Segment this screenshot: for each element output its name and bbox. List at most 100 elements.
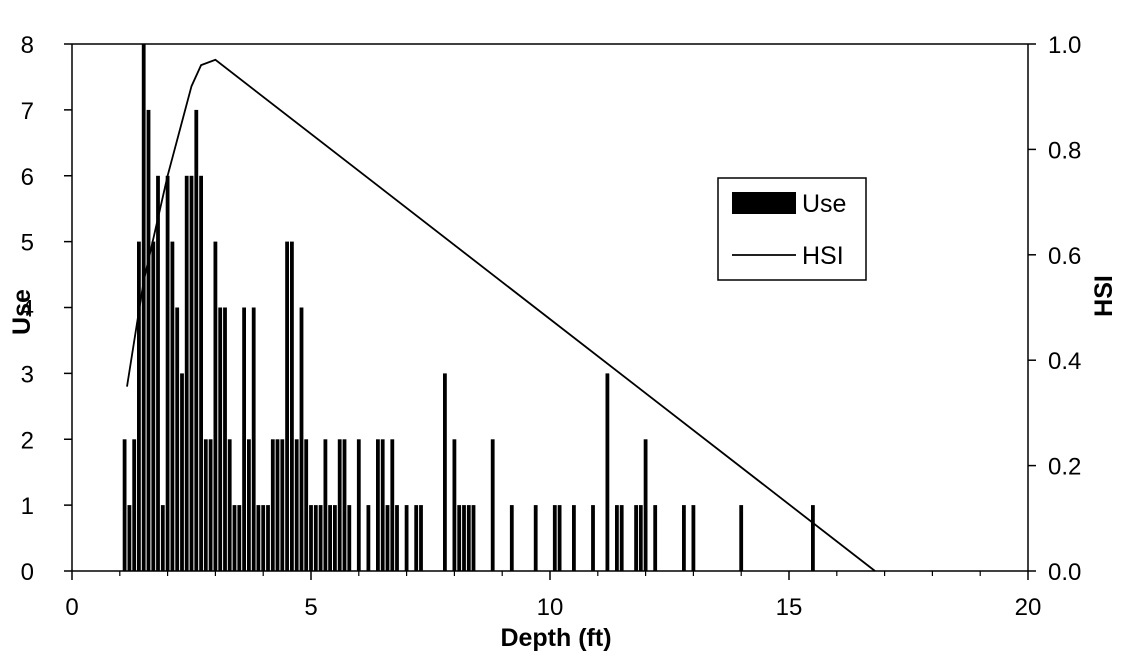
use-bar	[189, 175, 194, 572]
y2-tick-label: 0.2	[1048, 454, 1081, 481]
y2-tick-label: 0.0	[1048, 559, 1081, 586]
use-bar	[557, 505, 562, 571]
use-bar	[184, 175, 189, 572]
use-bar	[643, 439, 648, 572]
use-bar	[266, 505, 270, 571]
use-bar	[323, 439, 328, 572]
use-bar	[333, 505, 337, 571]
use-bar	[199, 175, 203, 572]
use-bar	[194, 109, 199, 572]
y2-tick-label: 0.8	[1048, 137, 1081, 164]
use-bar	[294, 439, 299, 572]
use-bar	[227, 439, 232, 572]
left-y-axis-title: Use	[8, 289, 36, 335]
use-bar	[261, 505, 266, 571]
use-bar	[380, 439, 385, 572]
y-tick-label: 2	[21, 427, 34, 454]
x-tick-label: 0	[65, 594, 78, 621]
y-tick-label: 1	[21, 493, 34, 520]
use-bar	[127, 505, 132, 571]
use-bar	[290, 241, 294, 571]
use-bar	[811, 505, 815, 571]
use-bar	[337, 439, 342, 572]
use-bar	[328, 505, 332, 571]
use-bar	[356, 439, 361, 572]
legend-use-label: Use	[802, 190, 846, 218]
y2-tick-label: 1.0	[1048, 32, 1081, 59]
y-tick-label: 4	[21, 296, 34, 323]
use-bar	[132, 439, 137, 572]
use-bar	[490, 439, 495, 572]
use-bar	[471, 505, 476, 571]
y-tick-label: 7	[21, 98, 34, 125]
x-tick-label: 15	[776, 594, 803, 621]
use-bar	[180, 373, 184, 571]
use-bar	[466, 505, 471, 571]
right-y-axis-title: HSI	[1090, 275, 1118, 317]
use-bar	[452, 439, 457, 572]
use-bar	[605, 373, 610, 571]
hsi-line	[126, 58, 876, 572]
y-tick-label: 6	[21, 164, 34, 191]
use-bar	[122, 439, 127, 572]
use-bar	[404, 505, 409, 571]
legend-hsi-label: HSI	[802, 242, 844, 270]
use-bar	[395, 505, 399, 571]
y2-tick-label: 0.6	[1048, 243, 1081, 270]
use-bar	[376, 439, 380, 572]
use-bar	[443, 373, 447, 571]
use-bar	[385, 505, 390, 571]
use-bar	[457, 505, 462, 571]
use-bar	[619, 505, 624, 571]
y-tick-label: 8	[21, 32, 34, 59]
use-bar	[533, 505, 538, 571]
use-bar	[509, 505, 514, 571]
legend-use-swatch	[732, 192, 796, 214]
use-bar	[275, 439, 280, 572]
use-bar	[237, 505, 242, 571]
use-bar	[256, 505, 261, 571]
tick-labels: 0 5 10 15 20 0 1 2 3 4 5 6 7 8 0.0 0.2 0.4 0.6 0.8 1.0	[21, 32, 1082, 621]
use-bar	[146, 109, 151, 572]
y-tick-label: 0	[21, 559, 34, 586]
use-bar	[232, 505, 237, 571]
use-bar	[419, 505, 423, 571]
use-bar	[203, 439, 208, 572]
tick-marks	[64, 43, 1036, 580]
use-bar	[304, 439, 309, 572]
use-bar	[280, 439, 285, 572]
use-bar	[247, 439, 251, 572]
use-bar	[242, 307, 246, 571]
use-bar	[390, 439, 395, 572]
use-bar	[682, 505, 686, 571]
use-bars	[122, 44, 815, 572]
use-bar	[414, 505, 419, 571]
y2-tick-label: 0.4	[1048, 348, 1081, 375]
y-tick-label: 3	[21, 361, 34, 388]
use-bar	[638, 505, 643, 571]
use-bar	[691, 505, 696, 571]
x-tick-label: 5	[304, 594, 317, 621]
use-bar	[165, 175, 170, 572]
use-bar	[342, 439, 347, 572]
use-bar	[175, 307, 180, 571]
use-bar	[299, 307, 304, 571]
use-bar	[141, 44, 146, 571]
use-bar	[653, 505, 658, 571]
use-bar	[218, 307, 223, 571]
use-bar	[347, 505, 352, 571]
use-bar	[170, 241, 175, 571]
use-bar	[313, 505, 318, 571]
use-bar	[572, 505, 576, 571]
use-bar	[634, 505, 638, 571]
use-bar	[462, 505, 466, 571]
use-bar	[318, 505, 323, 571]
use-bar	[151, 241, 156, 571]
use-bar	[251, 307, 256, 571]
use-bar	[213, 241, 218, 571]
use-bar	[270, 439, 275, 572]
use-bar	[137, 241, 141, 571]
use-bar	[160, 505, 165, 571]
use-bar	[739, 505, 744, 571]
y-tick-label: 5	[21, 230, 34, 257]
